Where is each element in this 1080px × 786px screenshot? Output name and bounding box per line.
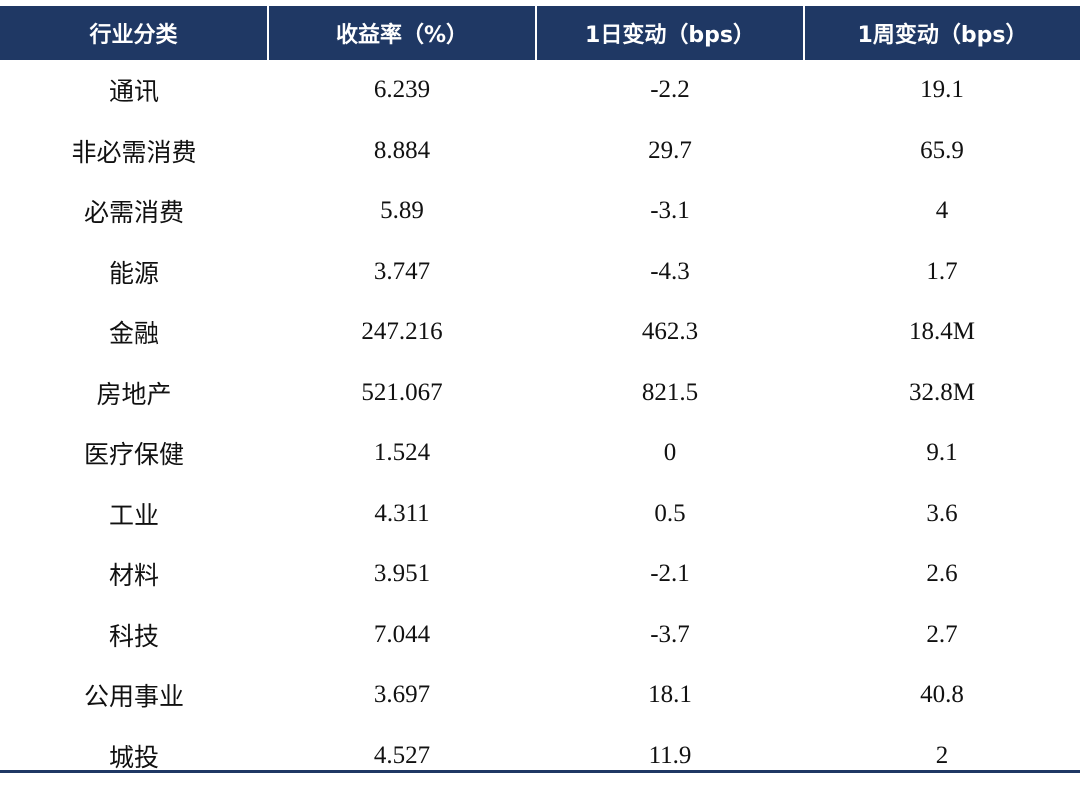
table-row: 公用事业 3.697 18.1 40.8 [0, 665, 1080, 726]
yield-cell: 6.239 [268, 60, 536, 121]
industry-cell: 工业 [0, 484, 268, 545]
table-row: 通讯 6.239 -2.2 19.1 [0, 60, 1080, 121]
header-yield: 收益率（%） [268, 6, 536, 60]
change-1d-cell: 821.5 [536, 363, 804, 424]
yield-cell: 1.524 [268, 423, 536, 484]
table-row: 房地产 521.067 821.5 32.8M [0, 363, 1080, 424]
header-change-1d: 1日变动（bps） [536, 6, 804, 60]
table-row: 非必需消费 8.884 29.7 65.9 [0, 121, 1080, 182]
industry-cell: 科技 [0, 605, 268, 666]
table-row: 材料 3.951 -2.1 2.6 [0, 544, 1080, 605]
yield-cell: 3.747 [268, 242, 536, 303]
change-1w-cell: 2.6 [804, 544, 1080, 605]
industry-cell: 必需消费 [0, 181, 268, 242]
table-body: 通讯 6.239 -2.2 19.1 非必需消费 8.884 29.7 65.9… [0, 60, 1080, 786]
change-1d-cell: 0 [536, 423, 804, 484]
table-header: 行业分类 收益率（%） 1日变动（bps） 1周变动（bps） [0, 6, 1080, 60]
header-industry: 行业分类 [0, 6, 268, 60]
change-1w-cell: 2.7 [804, 605, 1080, 666]
change-1d-cell: -3.1 [536, 181, 804, 242]
change-1w-cell: 2 [804, 726, 1080, 786]
change-1w-cell: 32.8M [804, 363, 1080, 424]
industry-yield-table-container: 行业分类 收益率（%） 1日变动（bps） 1周变动（bps） 通讯 6.239… [0, 6, 1080, 786]
yield-cell: 7.044 [268, 605, 536, 666]
change-1w-cell: 19.1 [804, 60, 1080, 121]
change-1w-cell: 4 [804, 181, 1080, 242]
yield-cell: 521.067 [268, 363, 536, 424]
yield-cell: 4.527 [268, 726, 536, 786]
change-1d-cell: 18.1 [536, 665, 804, 726]
yield-cell: 5.89 [268, 181, 536, 242]
change-1w-cell: 9.1 [804, 423, 1080, 484]
change-1w-cell: 40.8 [804, 665, 1080, 726]
yield-cell: 3.951 [268, 544, 536, 605]
change-1w-cell: 1.7 [804, 242, 1080, 303]
change-1w-cell: 65.9 [804, 121, 1080, 182]
industry-cell: 通讯 [0, 60, 268, 121]
industry-cell: 公用事业 [0, 665, 268, 726]
yield-cell: 8.884 [268, 121, 536, 182]
industry-cell: 房地产 [0, 363, 268, 424]
industry-cell: 城投 [0, 726, 268, 786]
table-row: 金融 247.216 462.3 18.4M [0, 302, 1080, 363]
table-row: 必需消费 5.89 -3.1 4 [0, 181, 1080, 242]
industry-cell: 金融 [0, 302, 268, 363]
table-row: 医疗保健 1.524 0 9.1 [0, 423, 1080, 484]
change-1d-cell: -2.2 [536, 60, 804, 121]
header-change-1w: 1周变动（bps） [804, 6, 1080, 60]
change-1d-cell: -4.3 [536, 242, 804, 303]
yield-cell: 247.216 [268, 302, 536, 363]
change-1w-cell: 3.6 [804, 484, 1080, 545]
industry-cell: 医疗保健 [0, 423, 268, 484]
change-1d-cell: 462.3 [536, 302, 804, 363]
header-row: 行业分类 收益率（%） 1日变动（bps） 1周变动（bps） [0, 6, 1080, 60]
change-1d-cell: 29.7 [536, 121, 804, 182]
table-row: 能源 3.747 -4.3 1.7 [0, 242, 1080, 303]
industry-yield-table: 行业分类 收益率（%） 1日变动（bps） 1周变动（bps） 通讯 6.239… [0, 6, 1080, 786]
table-row: 城投 4.527 11.9 2 [0, 726, 1080, 786]
industry-cell: 能源 [0, 242, 268, 303]
table-row: 工业 4.311 0.5 3.6 [0, 484, 1080, 545]
change-1d-cell: -2.1 [536, 544, 804, 605]
change-1w-cell: 18.4M [804, 302, 1080, 363]
yield-cell: 3.697 [268, 665, 536, 726]
yield-cell: 4.311 [268, 484, 536, 545]
industry-cell: 材料 [0, 544, 268, 605]
change-1d-cell: 11.9 [536, 726, 804, 786]
industry-cell: 非必需消费 [0, 121, 268, 182]
table-row: 科技 7.044 -3.7 2.7 [0, 605, 1080, 666]
change-1d-cell: -3.7 [536, 605, 804, 666]
change-1d-cell: 0.5 [536, 484, 804, 545]
table-bottom-rule [0, 770, 1080, 773]
